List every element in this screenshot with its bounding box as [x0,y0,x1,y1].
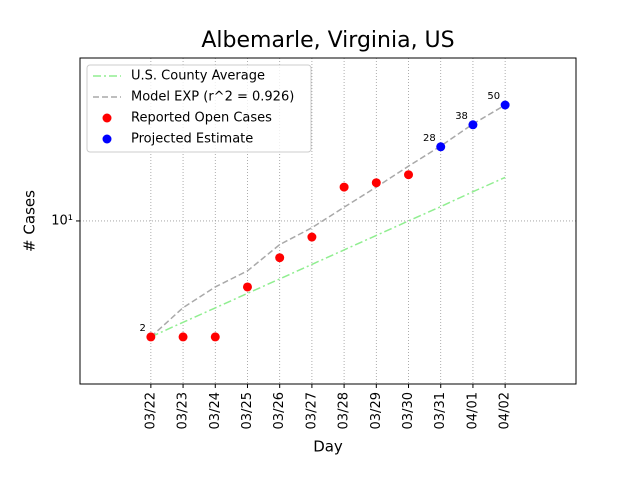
data-label: 28 [423,133,436,144]
legend-label: U.S. County Average [131,69,265,84]
data-point [468,120,478,130]
x-tick-label: 03/28 [337,392,352,429]
data-point [436,142,446,152]
legend: U.S. County Average Model EXP (r^2 = 0.92… [86,64,312,153]
x-tick-label: 03/25 [240,392,255,429]
data-label: 38 [455,111,468,122]
data-point [210,332,220,342]
x-axis-label: Day [313,438,343,456]
y-tick-label: 10¹ [51,213,73,228]
x-tick-label: 03/22 [143,392,158,429]
x-tick-label: 04/01 [465,392,480,429]
x-tick-label: 03/26 [272,392,287,429]
x-tick-label: 03/27 [304,392,319,429]
series-line [150,104,506,338]
data-point [371,178,381,188]
data-point [146,332,156,342]
data-point [339,182,349,192]
legend-swatch [102,113,112,123]
x-tick-label: 03/29 [369,392,384,429]
legend-label: Reported Open Cases [131,111,272,126]
data-point [178,332,188,342]
data-point [404,170,414,180]
plot-frame [79,57,577,385]
legend-label: Projected Estimate [131,132,253,147]
y-axis-label: # Cases [21,190,39,252]
chart-title: Albemarle, Virginia, US [201,28,454,53]
data-label: 2 [139,323,145,334]
data-point [275,253,285,263]
x-tick-label: 03/31 [433,392,448,429]
x-tick-label: 03/23 [176,392,191,429]
data-point [500,100,510,110]
x-tick-label: 03/30 [401,392,416,429]
data-point [307,232,317,242]
legend-swatch [102,134,112,144]
data-label: 50 [487,91,500,102]
legend-box [86,64,312,153]
data-point [242,282,252,292]
x-tick-label: 04/02 [498,392,513,429]
x-tick-label: 03/24 [208,392,223,429]
legend-label: Model EXP (r^2 = 0.926) [131,90,294,105]
series-line [150,176,506,338]
